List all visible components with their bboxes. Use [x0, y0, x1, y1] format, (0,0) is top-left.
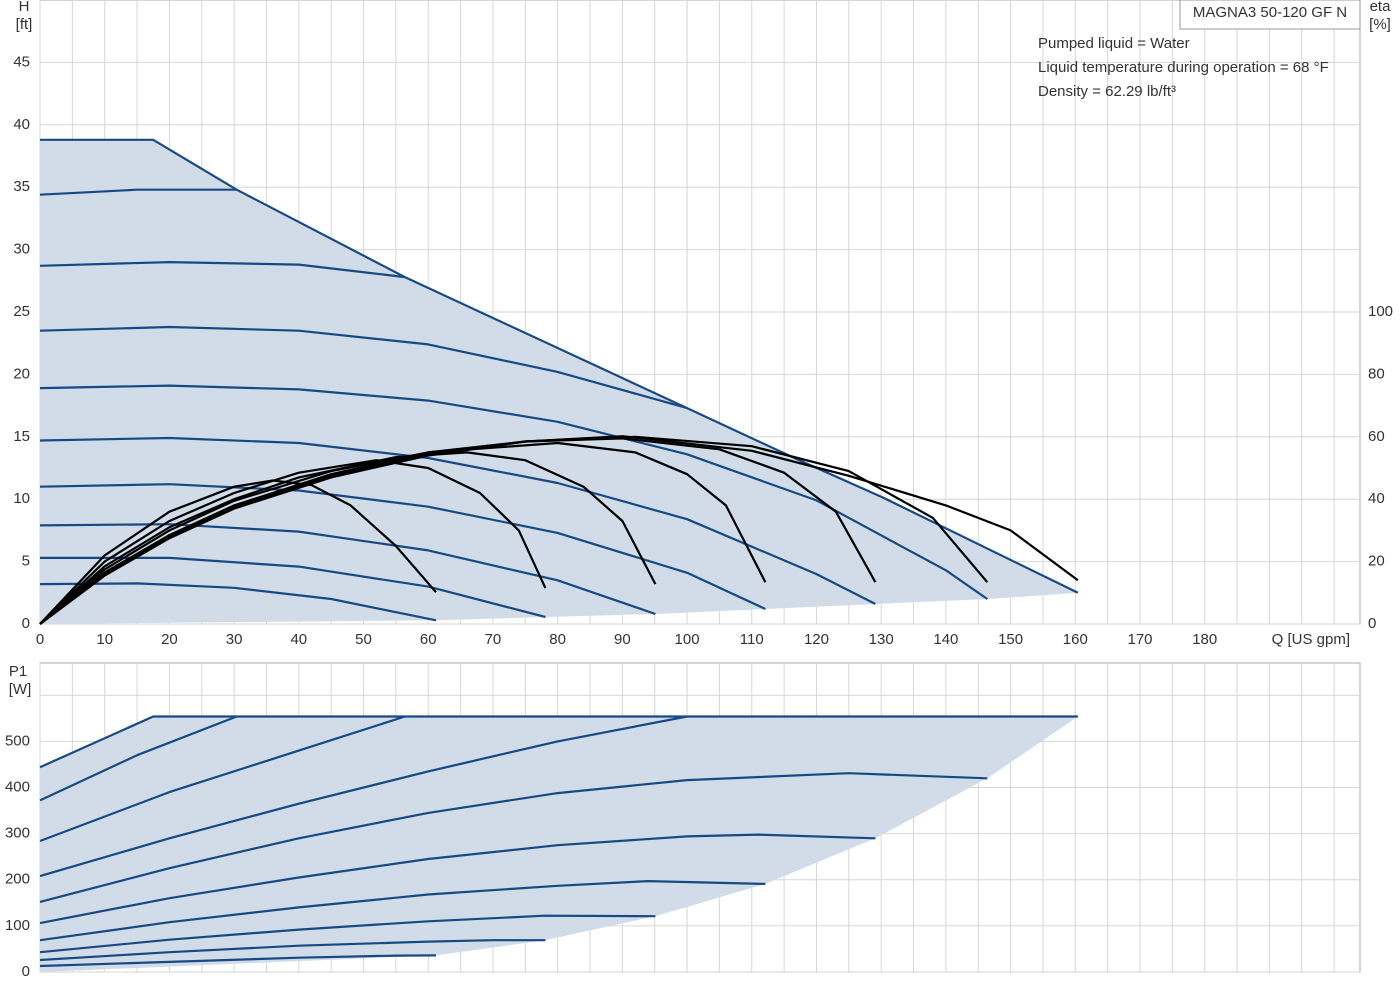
y-tick-label: 300: [5, 825, 30, 842]
x-tick-label: 10: [96, 631, 113, 648]
x-tick-label: 30: [226, 631, 243, 648]
y-tick-label: 100: [5, 917, 30, 934]
efficiency-curve: [39, 435, 1079, 625]
y2-axis-label: eta: [1370, 0, 1392, 15]
x-tick-label: 20: [161, 631, 178, 648]
curve: [39, 188, 237, 196]
curve: [39, 914, 656, 954]
y-tick-label: 400: [5, 778, 30, 795]
y-tick-label: 200: [5, 871, 30, 888]
y-tick-label: 0: [22, 963, 30, 980]
y-tick-label: 15: [13, 428, 30, 445]
y2-tick-label: 20: [1368, 553, 1385, 570]
chart-title: MAGNA3 50-120 GF N: [1193, 4, 1347, 21]
curve: [39, 483, 766, 610]
x-tick-label: 70: [485, 631, 502, 648]
y2-tick-label: 60: [1368, 428, 1385, 445]
x-tick-label: 170: [1127, 631, 1152, 648]
curve: [39, 523, 656, 616]
layer: [39, 138, 1079, 968]
y-tick-label: 5: [22, 553, 30, 570]
y-tick-label: 30: [13, 241, 30, 258]
y-axis-label: P1: [9, 663, 27, 680]
annotation: Liquid temperature during operation = 68…: [1038, 59, 1329, 76]
x-tick-label: 160: [1063, 631, 1088, 648]
annotation: Pumped liquid = Water: [1038, 35, 1190, 52]
x-tick-label: 40: [290, 631, 307, 648]
efficiency-curve: [39, 451, 657, 625]
y-tick-label: 10: [13, 490, 30, 507]
y-axis-label: H: [19, 0, 30, 15]
x-tick-label: 120: [804, 631, 829, 648]
curve: [39, 833, 876, 925]
x-tick-label: 150: [998, 631, 1023, 648]
x-tick-label: 90: [614, 631, 631, 648]
x-tick-label: 60: [420, 631, 437, 648]
layer: 0 10 20 30 40 50 60 70 80 90 100 110 120 130 140 150 160…: [5, 53, 1393, 980]
curve: [39, 325, 688, 410]
curve: [39, 715, 688, 878]
operating-area: [40, 139, 1078, 624]
curve: [39, 939, 546, 962]
x-tick-label: 180: [1192, 631, 1217, 648]
curve: [39, 384, 988, 600]
curve: [39, 772, 988, 903]
x-tick-label: 110: [740, 631, 764, 648]
y-axis-unit: [ft]: [16, 16, 33, 33]
y-tick-label: 35: [13, 178, 30, 195]
y-axis-unit: [W]: [9, 681, 32, 698]
y-tick-label: 500: [5, 732, 30, 749]
efficiency-curve: [39, 459, 547, 625]
y2-tick-label: 0: [1368, 615, 1376, 632]
curve: [39, 436, 876, 605]
title-box: [1179, 0, 1361, 30]
y2-tick-label: 80: [1368, 365, 1385, 382]
curve: [39, 715, 238, 802]
x-tick-label: 50: [355, 631, 372, 648]
curve: [39, 582, 437, 622]
y-tick-label: 0: [22, 615, 30, 632]
y-tick-label: 25: [13, 303, 30, 320]
curve: [39, 715, 1078, 769]
curve: [39, 261, 406, 279]
curve: [39, 954, 437, 968]
x-axis-label: Q [US gpm]: [1272, 631, 1350, 648]
y2-tick-label: 40: [1368, 490, 1385, 507]
curve: [39, 880, 766, 942]
x-tick-label: 0: [36, 631, 44, 648]
annotation: Density = 62.29 lb/ft³: [1038, 83, 1176, 100]
curve: [40, 138, 1079, 594]
curve: [40, 556, 546, 619]
x-tick-label: 130: [869, 631, 894, 648]
curve: [39, 715, 406, 843]
y-tick-label: 40: [13, 116, 30, 133]
x-tick-label: 100: [675, 631, 700, 648]
y-tick-label: 45: [13, 53, 30, 70]
x-tick-label: 140: [933, 631, 958, 648]
y2-axis-unit: [%]: [1369, 16, 1391, 33]
x-tick-label: 80: [549, 631, 566, 648]
y2-tick-label: 100: [1368, 303, 1393, 320]
y-tick-label: 20: [13, 365, 30, 382]
